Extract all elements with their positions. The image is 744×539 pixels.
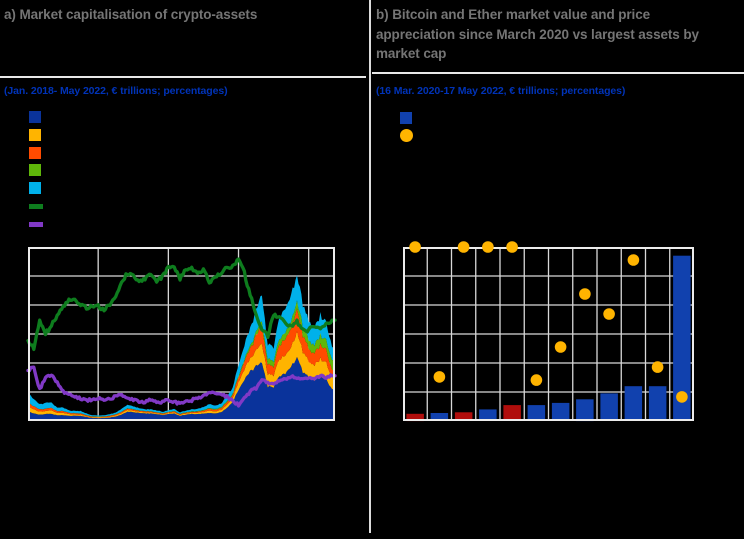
dot-3 bbox=[457, 241, 470, 253]
dot-8 bbox=[579, 288, 591, 300]
bar-4 bbox=[479, 409, 497, 421]
bar-1 bbox=[406, 413, 424, 422]
dot-1 bbox=[409, 241, 421, 253]
line-dark-green bbox=[26, 257, 337, 352]
area-orange-area bbox=[28, 308, 335, 418]
panel-a-legend bbox=[29, 111, 69, 231]
bar-3 bbox=[454, 412, 473, 421]
dot-5 bbox=[506, 241, 518, 253]
area-blue-area bbox=[28, 356, 335, 421]
panel-b-title: b) Bitcoin and Ether market value and pr… bbox=[376, 7, 699, 61]
panel-a-subtitle: (Jan. 2018- May 2022, € trillions; perce… bbox=[4, 85, 228, 97]
dot-7 bbox=[554, 341, 567, 353]
bar-6 bbox=[527, 405, 546, 421]
panel-b-subtitle: (16 Mar. 2020-17 May 2022, € trillions; … bbox=[376, 85, 626, 97]
panel-b-legend-swatch-2-circle bbox=[400, 129, 413, 142]
dot-2 bbox=[433, 371, 446, 383]
bar-11 bbox=[648, 386, 667, 421]
panel-b-legend-swatch-1-square bbox=[400, 112, 412, 124]
panel-a-stacked-area-chart bbox=[26, 247, 337, 421]
bar-9 bbox=[600, 393, 618, 421]
panel-b-bar-chart bbox=[403, 241, 694, 422]
panel-a-legend-swatch-1-square bbox=[29, 111, 41, 123]
bar-7 bbox=[551, 402, 570, 421]
plot-border bbox=[403, 247, 694, 421]
panel-a-legend-swatch-7-line bbox=[29, 222, 43, 227]
area-yellow-area bbox=[28, 331, 335, 419]
dot-9 bbox=[603, 308, 615, 320]
dot-4 bbox=[482, 241, 494, 253]
panel-b: b) Bitcoin and Ether market value and pr… bbox=[372, 0, 744, 539]
plot-border bbox=[28, 247, 335, 421]
bar-10 bbox=[624, 386, 643, 421]
dot-12 bbox=[676, 391, 688, 403]
panel-a-legend-swatch-2-square bbox=[29, 129, 41, 141]
panel-a-legend-swatch-6-line bbox=[29, 204, 43, 209]
panel-a-title: a) Market capitalisation of crypto-asset… bbox=[4, 7, 258, 22]
line-purple bbox=[26, 365, 337, 408]
panel-b-title-rule bbox=[372, 72, 744, 74]
panel-separator-line bbox=[369, 0, 371, 533]
dot-10 bbox=[627, 254, 640, 266]
bar-12 bbox=[673, 255, 691, 421]
panel-a-legend-swatch-5-square bbox=[29, 182, 41, 194]
bar-8 bbox=[576, 399, 594, 422]
area-green-area bbox=[28, 300, 335, 417]
dot-6 bbox=[530, 374, 543, 386]
panel-b-legend bbox=[400, 112, 430, 152]
panel-a-legend-swatch-3-square bbox=[29, 147, 41, 159]
panel-a-legend-swatch-4-square bbox=[29, 164, 41, 176]
panel-a: a) Market capitalisation of crypto-asset… bbox=[0, 0, 369, 539]
panel-a-title-rule bbox=[0, 76, 366, 78]
bar-2 bbox=[430, 413, 449, 421]
bar-5 bbox=[503, 405, 521, 421]
dot-11 bbox=[651, 361, 664, 373]
area-cyan-area bbox=[28, 275, 335, 417]
